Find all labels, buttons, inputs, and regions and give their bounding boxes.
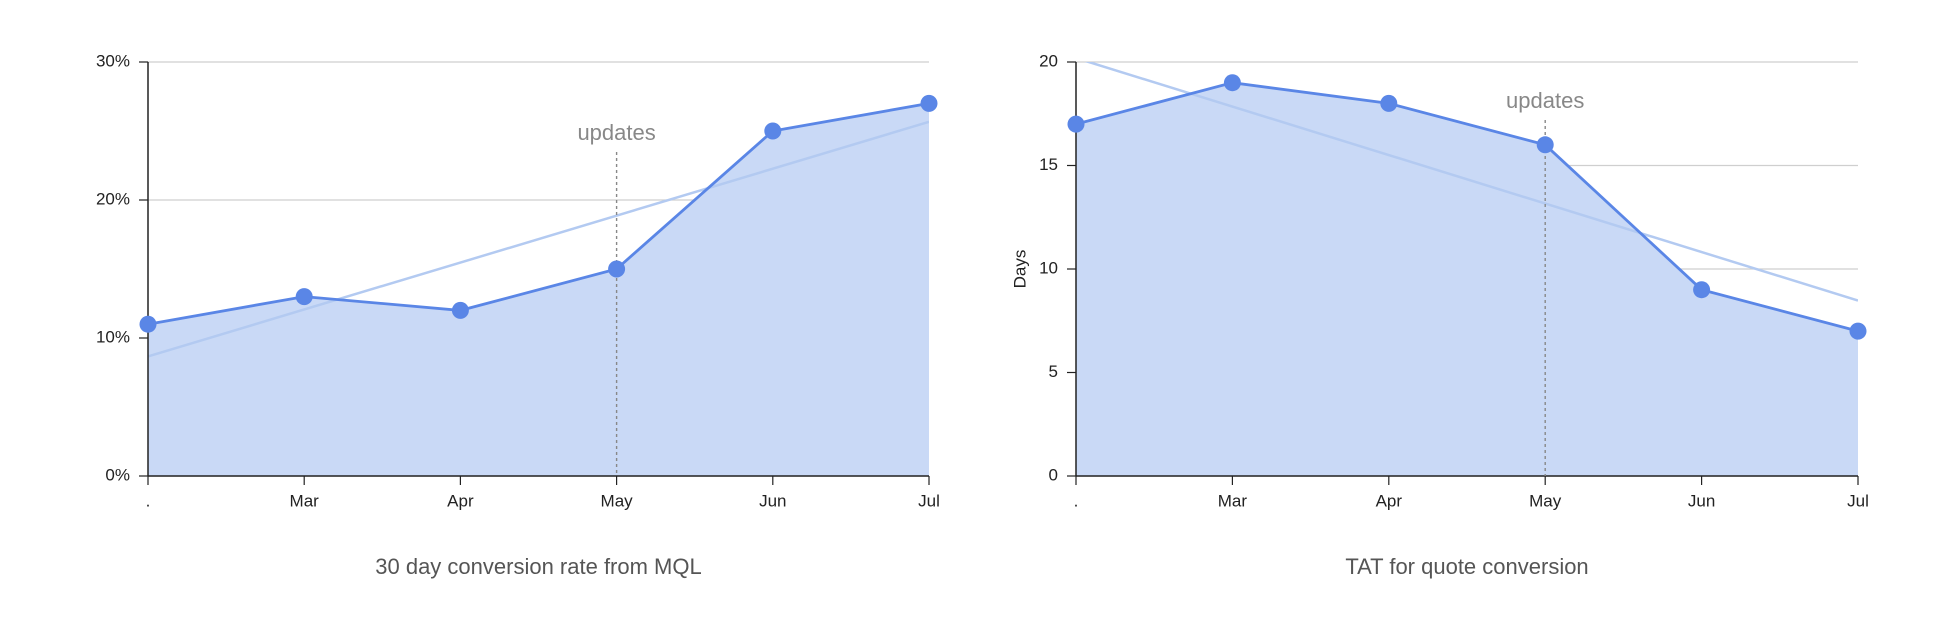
- x-tick-label: Apr: [447, 491, 474, 510]
- x-tick-label: Mar: [290, 491, 320, 510]
- point: [1693, 281, 1711, 299]
- annotation-text: updates: [577, 120, 655, 145]
- y-tick-label: 15: [1039, 155, 1058, 174]
- point: [1849, 322, 1867, 340]
- trendline: [148, 120, 929, 358]
- x-tick-label: May: [1529, 491, 1562, 510]
- point: [1380, 94, 1398, 112]
- point: [451, 301, 469, 319]
- y-tick-label: 20%: [96, 189, 130, 208]
- x-tick-label: May: [601, 491, 634, 510]
- area: [1076, 82, 1858, 476]
- point: [764, 122, 782, 140]
- y-axis-title: Days: [1010, 250, 1029, 289]
- x-tick-label: Mar: [1218, 491, 1248, 510]
- y-tick-label: 0%: [105, 465, 130, 484]
- y-tick-label: 0: [1049, 465, 1058, 484]
- point: [295, 288, 313, 306]
- point: [608, 260, 626, 278]
- point: [1067, 115, 1085, 133]
- annotation-text: updates: [1506, 88, 1584, 113]
- chart: 0% 10% 20% 30% updates. Mar Apr May Jun Jul 30 day…: [96, 51, 940, 578]
- x-tick-label: Jun: [1688, 491, 1715, 510]
- x-tick-label: Jun: [759, 491, 786, 510]
- y-tick-label: 20: [1039, 51, 1058, 70]
- line: [1075, 81, 1859, 333]
- point: [139, 315, 157, 333]
- y-tick-label: 10%: [96, 327, 130, 346]
- point: [1536, 136, 1554, 154]
- x-tick-label: .: [1074, 491, 1079, 510]
- y-tick-label: 10: [1039, 258, 1058, 277]
- x-tick-label: Jul: [918, 491, 940, 510]
- x-tick-label: .: [146, 491, 151, 510]
- trendline: [1084, 62, 1858, 302]
- point: [920, 94, 938, 112]
- y-tick-label: 30%: [96, 51, 130, 70]
- x-tick-label: Jul: [1847, 491, 1869, 510]
- chart-title: 30 day conversion rate from MQL: [375, 554, 701, 579]
- x-tick-label: Apr: [1376, 491, 1403, 510]
- y-tick-label: 5: [1049, 362, 1058, 381]
- chart-title: TAT for quote conversion: [1345, 554, 1588, 579]
- line: [147, 102, 930, 326]
- chart: 0 5 10 15 20 updates. Mar Apr May Jun Jul Days TAT f…: [1010, 51, 1868, 578]
- point: [1223, 74, 1241, 92]
